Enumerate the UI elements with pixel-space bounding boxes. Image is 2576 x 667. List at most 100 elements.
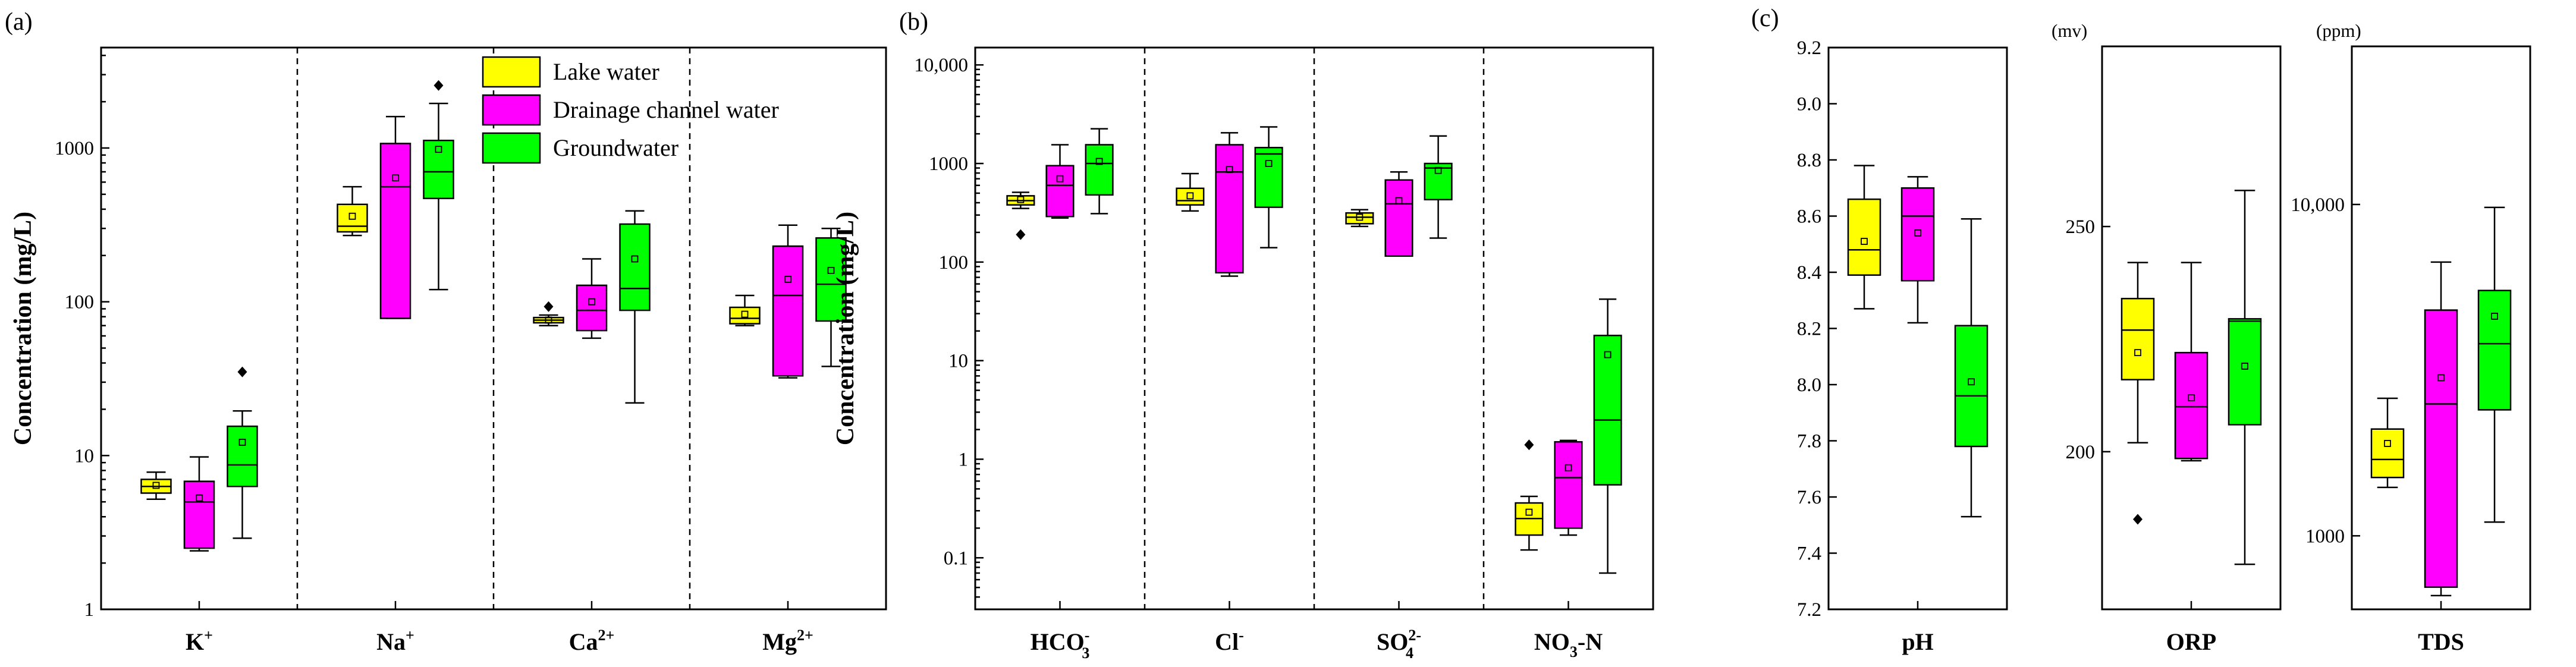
- mean-marker: [435, 146, 442, 153]
- y-unit-label: (ppm): [2316, 20, 2361, 41]
- mean-marker: [1565, 464, 1572, 471]
- mean-marker: [2134, 349, 2141, 357]
- y-tick-label: 10: [948, 351, 968, 372]
- box-drain: [772, 245, 804, 377]
- outlier-point: [1016, 229, 1026, 240]
- box-ground: [1254, 147, 1283, 208]
- box-lake: [1345, 212, 1374, 225]
- panel-label: (b): [899, 8, 928, 36]
- category-label-0: pH: [1902, 628, 1933, 655]
- box-ground: [619, 223, 651, 312]
- box-lake: [2370, 428, 2405, 479]
- mean-marker: [1265, 160, 1273, 167]
- mean-marker: [2241, 362, 2248, 370]
- box-ground: [1424, 162, 1453, 201]
- y-tick-label: 7.6: [1797, 487, 1821, 508]
- box-drain: [379, 143, 411, 319]
- y-tick-label: 100: [939, 252, 969, 273]
- box-drain: [1045, 165, 1075, 218]
- y-tick-label: 1000: [55, 138, 94, 159]
- y-tick-label: 8.8: [1797, 150, 1821, 171]
- box-drain: [2174, 351, 2209, 460]
- y-tick-label: 10: [74, 445, 94, 467]
- mean-marker: [1095, 158, 1103, 165]
- box-ground: [1954, 325, 1988, 448]
- legend-swatch-ground: [482, 132, 541, 164]
- chart-panel-5: 1000 10,000 (ppm) TDS: [2291, 20, 2531, 655]
- category-label-3: NO3-N: [1534, 628, 1603, 660]
- y-tick-label: 10,000: [2291, 194, 2345, 216]
- category-label-1: Na+: [376, 627, 414, 655]
- mean-marker: [588, 298, 595, 306]
- mean-marker: [196, 494, 203, 502]
- y-tick-label: 250: [2066, 216, 2096, 238]
- y-tick-label: 10,000: [914, 55, 968, 76]
- mean-marker: [1914, 229, 1921, 237]
- mean-marker: [1604, 351, 1611, 358]
- legend-label-lake: Lake water: [553, 58, 659, 85]
- y-unit-label: (mv): [2052, 20, 2087, 41]
- mean-marker: [827, 266, 835, 274]
- box-ground: [2477, 290, 2512, 411]
- box-drain: [1215, 144, 1244, 273]
- y-tick-label: 7.4: [1797, 543, 1821, 565]
- mean-marker: [1861, 238, 1868, 245]
- panel-label: (c): [1751, 5, 1779, 32]
- chart-panel-4: 200 250 (mv) ORP: [2052, 20, 2282, 655]
- box-drain: [1554, 441, 1583, 529]
- outlier-point: [1524, 439, 1534, 451]
- y-tick-label: 9.0: [1797, 94, 1821, 115]
- box-drain: [1384, 179, 1413, 257]
- mean-marker: [238, 439, 246, 446]
- mean-marker: [1395, 197, 1403, 204]
- mean-marker: [1356, 213, 1364, 221]
- box-drain: [2424, 309, 2458, 588]
- category-label-2: SO2-4: [1377, 627, 1421, 662]
- mean-marker: [152, 482, 160, 489]
- box-ground: [2228, 318, 2262, 426]
- y-tick-label: 100: [65, 292, 95, 313]
- y-tick-label: 7.2: [1797, 599, 1821, 621]
- outlier-point: [2133, 514, 2143, 525]
- y-tick-label: 8.2: [1797, 319, 1821, 340]
- mean-marker: [392, 174, 399, 182]
- legend-label-drain: Drainage channel water: [553, 96, 779, 123]
- mean-marker: [2188, 394, 2195, 401]
- mean-marker: [2384, 440, 2391, 447]
- mean-marker: [1968, 378, 1975, 386]
- y-tick-label: 1000: [929, 153, 968, 175]
- y-tick-label: 8.6: [1797, 206, 1821, 228]
- y-tick-label: 1000: [2305, 526, 2345, 547]
- box-ground: [815, 237, 847, 322]
- legend-swatch-lake: [482, 56, 541, 88]
- category-label-0: ORP: [2166, 628, 2216, 655]
- category-label-3: Mg2+: [762, 627, 813, 655]
- mean-marker: [348, 212, 356, 220]
- category-label-1: Cl-: [1215, 627, 1244, 655]
- mean-marker: [1056, 175, 1064, 183]
- box-drain: [183, 480, 215, 549]
- legend-swatch-drain: [482, 94, 541, 126]
- chart-panel-3: 7.2 7.4 7.6 7.8 8.0 8.2 8.4 8.6 8.8 9.0 9.2 (c) pH: [1751, 5, 2008, 655]
- mean-marker: [2491, 313, 2498, 320]
- mean-marker: [1017, 196, 1025, 203]
- y-tick-label: 8.4: [1797, 262, 1821, 284]
- mean-marker: [1434, 166, 1442, 174]
- y-tick-label: 8.0: [1797, 375, 1821, 396]
- box-lake: [1847, 198, 1881, 276]
- outlier-point: [237, 366, 247, 377]
- box-lake: [729, 306, 761, 325]
- y-tick-label: 7.8: [1797, 431, 1821, 452]
- mean-marker: [784, 275, 791, 283]
- panel-label: (a): [5, 8, 33, 36]
- category-label-0: HCO-3: [1031, 627, 1090, 662]
- box-lake: [1176, 187, 1205, 206]
- category-label-2: Ca2+: [569, 627, 615, 655]
- mean-marker: [1226, 166, 1233, 173]
- box-ground: [227, 425, 258, 487]
- mean-marker: [2437, 374, 2445, 382]
- box-drain: [1900, 187, 1935, 282]
- y-axis-title: Concentration (mg/L): [832, 212, 859, 445]
- mean-marker: [545, 316, 552, 324]
